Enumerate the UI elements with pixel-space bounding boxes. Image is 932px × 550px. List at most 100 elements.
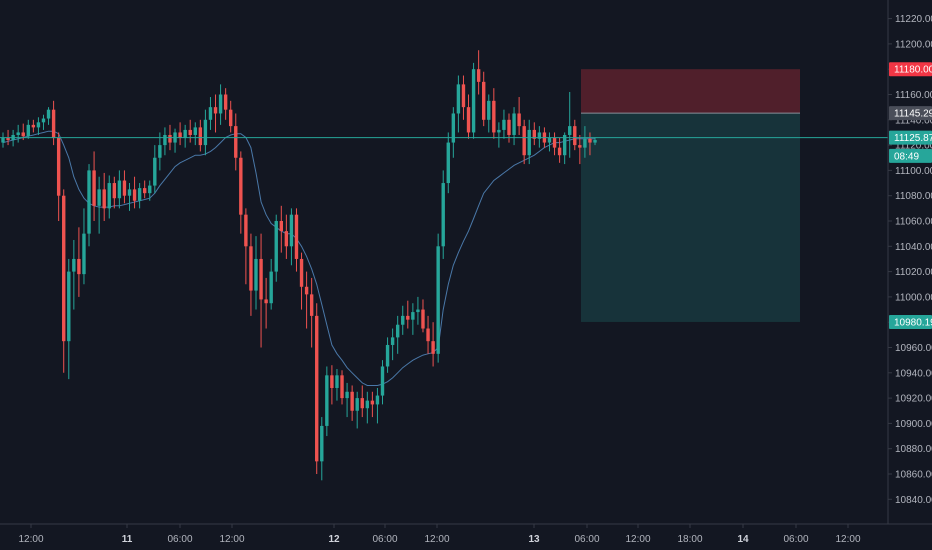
- candle: [239, 151, 243, 234]
- candle: [218, 84, 223, 125]
- candle: [46, 107, 51, 125]
- candle-body: [16, 132, 20, 135]
- candle-body: [385, 344, 390, 367]
- candle-body: [112, 183, 117, 199]
- candle-body: [158, 145, 162, 158]
- candle: [325, 366, 329, 437]
- time-tick-label: 11: [122, 534, 133, 545]
- candle: [497, 122, 501, 148]
- candle: [441, 170, 445, 259]
- candle-body: [345, 391, 349, 399]
- price-tag-box: [889, 62, 932, 77]
- candle: [583, 126, 587, 158]
- candle: [315, 303, 319, 474]
- candle: [421, 299, 425, 333]
- stop-loss-zone[interactable]: [581, 69, 800, 114]
- candle: [593, 137, 597, 146]
- candle-body: [512, 113, 516, 135]
- candle-body: [72, 258, 76, 272]
- candle-body: [350, 391, 354, 411]
- take-profit-zone[interactable]: [581, 113, 800, 322]
- candle-body: [21, 132, 25, 137]
- candle-body: [299, 258, 304, 287]
- candle-body: [451, 113, 456, 143]
- candle-body: [183, 129, 187, 138]
- candle: [72, 239, 76, 310]
- price-tag: 10980.19: [889, 314, 932, 329]
- time-tick-label: 06:00: [167, 534, 192, 545]
- candle-body: [62, 195, 66, 342]
- candle-body: [583, 138, 587, 148]
- time-tick-label: 12:00: [625, 534, 650, 545]
- candle: [380, 360, 385, 405]
- candle-body: [315, 315, 319, 462]
- candle-body: [264, 299, 268, 304]
- candle-body: [557, 147, 562, 156]
- candle: [279, 205, 283, 253]
- candle: [547, 132, 552, 152]
- candle: [223, 88, 228, 120]
- candle-body: [360, 398, 364, 409]
- candle: [426, 315, 430, 354]
- candle-body: [401, 315, 405, 325]
- candle: [436, 233, 440, 363]
- candle-body: [497, 129, 501, 133]
- price-tick-label: 11140.00: [895, 115, 932, 126]
- candle: [320, 417, 324, 481]
- candle: [142, 180, 147, 199]
- candle: [395, 315, 400, 354]
- candle: [588, 132, 592, 156]
- candle-body: [132, 189, 137, 201]
- candle: [51, 100, 56, 146]
- candle-body: [239, 157, 243, 215]
- candles-layer: [1, 50, 597, 481]
- candle-body: [355, 398, 359, 411]
- price-tick-label: 10920.00: [895, 394, 932, 405]
- candle: [274, 214, 278, 282]
- price-tick-label: 11040.00: [895, 242, 932, 253]
- candle: [117, 170, 122, 209]
- price-tick-label: 11060.00: [895, 217, 932, 228]
- position-tool[interactable]: [581, 69, 800, 322]
- candle-body: [330, 375, 334, 388]
- candle-body: [77, 258, 81, 275]
- price-tag: 08:49: [889, 148, 932, 163]
- price-axis[interactable]: 10840.00 10860.00 10880.00 10900.00 10920.00…: [887, 0, 932, 524]
- price-tick-label: 11200.00: [895, 39, 932, 50]
- candle-body: [208, 107, 213, 120]
- candle-body: [148, 185, 152, 194]
- candle-body: [56, 137, 61, 196]
- candle-body: [335, 375, 339, 388]
- candle: [568, 91, 572, 158]
- price-tag-text: 10980.19: [894, 317, 932, 328]
- candle: [411, 303, 415, 335]
- time-axis[interactable]: 12:00 11 06:00 12:00 12 06:00 12:00 13 06:00 12:0…: [0, 523, 932, 545]
- candle-body: [6, 137, 10, 141]
- candle-body: [127, 189, 132, 196]
- candle-body: [254, 258, 258, 291]
- candle: [294, 208, 299, 272]
- candle: [385, 337, 390, 373]
- price-tag: 11180.00: [889, 62, 932, 77]
- candle-body: [502, 119, 506, 130]
- candle-body: [26, 124, 30, 137]
- candle-body: [46, 109, 51, 119]
- candle-body: [517, 113, 521, 127]
- price-tags: 11180.00 11145.29 11125.87 08:49 10980.19: [889, 62, 932, 329]
- time-tick-label: 13: [528, 534, 540, 545]
- candle: [229, 100, 233, 133]
- candle-body: [309, 294, 314, 316]
- candle: [345, 382, 349, 418]
- price-tag-box: [889, 106, 932, 121]
- candle: [476, 50, 481, 95]
- candle-body: [537, 132, 542, 139]
- candle-body: [395, 324, 400, 338]
- candle: [193, 122, 197, 146]
- candle-body: [487, 100, 491, 120]
- candle: [309, 277, 314, 348]
- time-tick-label: 06:00: [372, 534, 397, 545]
- candle-body: [476, 69, 481, 82]
- candle: [466, 94, 471, 139]
